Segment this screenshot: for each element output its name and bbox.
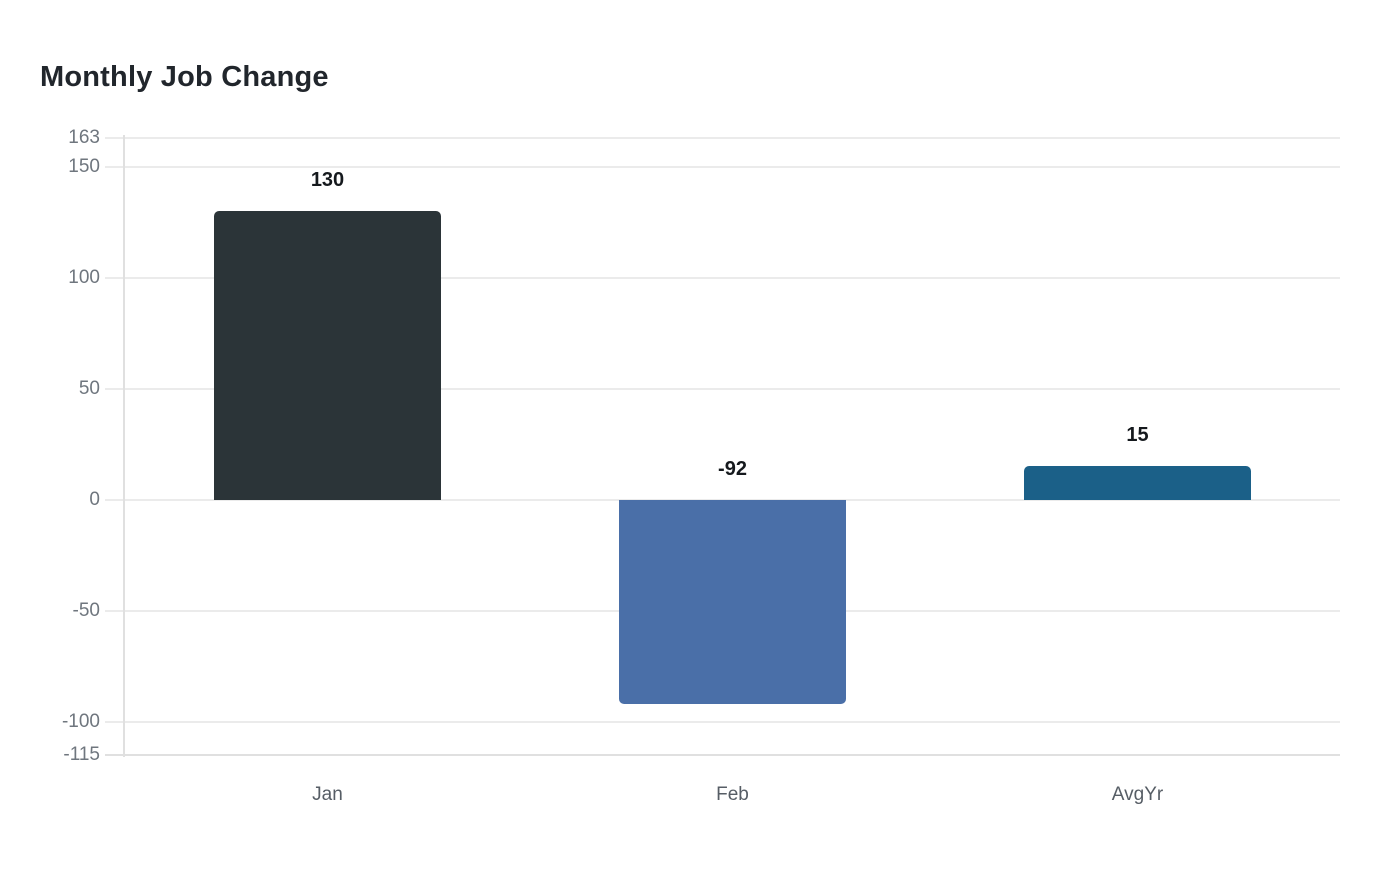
- bar-jan: [214, 211, 441, 500]
- y-tick-label: -50: [72, 599, 100, 621]
- chart-title: Monthly Job Change: [40, 61, 329, 93]
- y-tick-label: -100: [61, 710, 100, 732]
- x-category-label: Feb: [716, 784, 749, 805]
- x-category-label: AvgYr: [1111, 784, 1164, 805]
- bar-avgyr: [1024, 466, 1251, 500]
- y-tick-label: 163: [68, 127, 100, 148]
- bar-value-label: 130: [310, 169, 345, 192]
- y-tick-label: 50: [78, 377, 100, 399]
- y-tick-label: 100: [68, 266, 100, 288]
- gridline-y-100: [105, 276, 1340, 279]
- gridline-y-50: [105, 387, 1340, 390]
- y-axis-line: [123, 135, 125, 757]
- gridline-y-150: [105, 165, 1340, 168]
- y-tick-label: 150: [68, 155, 100, 177]
- y-tick-label: -115: [63, 744, 100, 765]
- y-tick-label: 0: [89, 488, 100, 510]
- gridline-y-163: [105, 137, 1340, 139]
- bar-feb: [619, 499, 846, 704]
- bar-value-label: -92: [718, 457, 747, 480]
- gridline-y--100: [105, 720, 1340, 723]
- gridline-y--115: [105, 754, 1340, 756]
- bar-value-label: 15: [1126, 424, 1149, 447]
- x-category-label: Jan: [312, 784, 343, 805]
